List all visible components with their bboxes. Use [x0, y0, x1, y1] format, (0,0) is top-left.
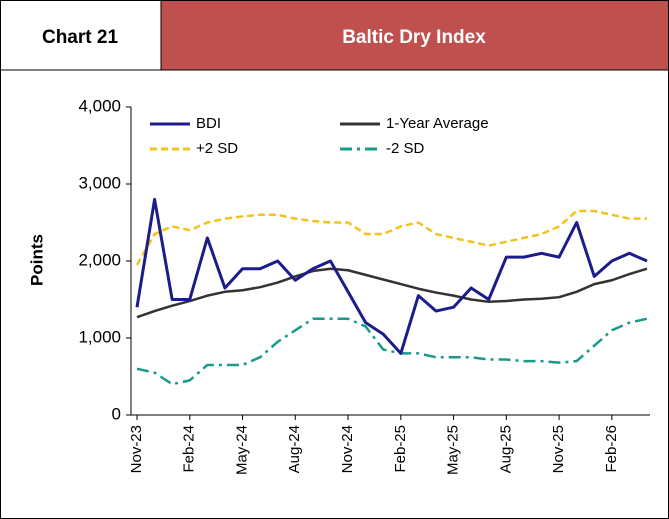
legend-label: BDI [196, 115, 221, 132]
legend-label: -2 SD [386, 140, 425, 157]
x-tick-label: Feb-24 [181, 425, 198, 473]
chart-title: Baltic Dry Index [342, 27, 486, 48]
x-tick-label: Feb-26 [603, 425, 620, 473]
y-tick-label: 1,000 [78, 327, 121, 346]
x-tick-label: Aug-25 [497, 425, 514, 473]
x-tick-label: Nov-24 [339, 425, 356, 473]
x-tick-label: Aug-24 [286, 425, 303, 473]
legend-label: 1-Year Average [386, 115, 489, 132]
series-line [136, 267, 648, 319]
x-tick-label: Nov-25 [550, 425, 567, 473]
x-tick-label: May-25 [445, 425, 462, 475]
x-tick-label: May-24 [233, 425, 250, 475]
y-axis-label: Points [27, 234, 46, 286]
chart-number: Chart 21 [42, 27, 118, 48]
title-cell [161, 1, 668, 70]
series-line [135, 197, 648, 355]
y-tick-label: 4,000 [78, 96, 121, 115]
y-tick-label: 0 [112, 404, 121, 423]
y-tick-label: 3,000 [78, 173, 121, 192]
series-line [136, 317, 648, 386]
legend-label: +2 SD [196, 140, 238, 157]
x-tick-label: Nov-23 [128, 425, 145, 473]
x-tick-label: Feb-25 [392, 425, 409, 473]
y-tick-label: 2,000 [78, 250, 121, 269]
